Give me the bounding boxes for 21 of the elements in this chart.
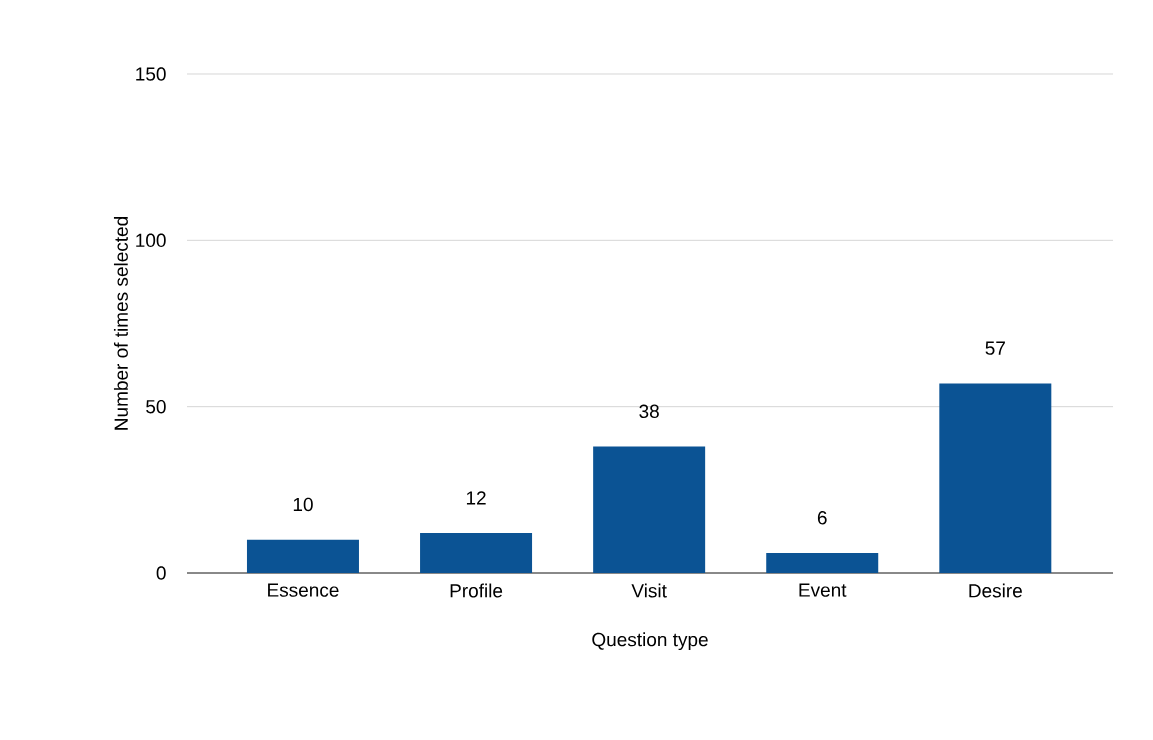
y-tick-label: 50 [146,399,166,414]
x-tick-label: Desire [969,583,1022,598]
x-tick-label: Event [799,583,847,597]
x-tick-label: Profile [450,583,503,598]
y-tick-label: 150 [136,67,166,81]
y-axis-title: Number of times selected [113,217,128,430]
data-label: 10 [293,497,313,512]
bar [593,446,706,573]
data-label: 38 [639,404,659,419]
data-label: 6 [817,511,827,525]
x-tick-label: Essence [268,583,339,597]
bar [246,539,359,573]
x-axis-title: Question type [592,632,708,651]
data-label: 12 [466,491,486,505]
x-tick-label: Visit [631,583,667,598]
data-label: 57 [985,341,1005,355]
y-tick-label: 0 [156,566,166,580]
bar [420,533,533,573]
bar [939,383,1052,573]
bar [766,553,879,573]
y-tick-label: 100 [136,233,166,248]
